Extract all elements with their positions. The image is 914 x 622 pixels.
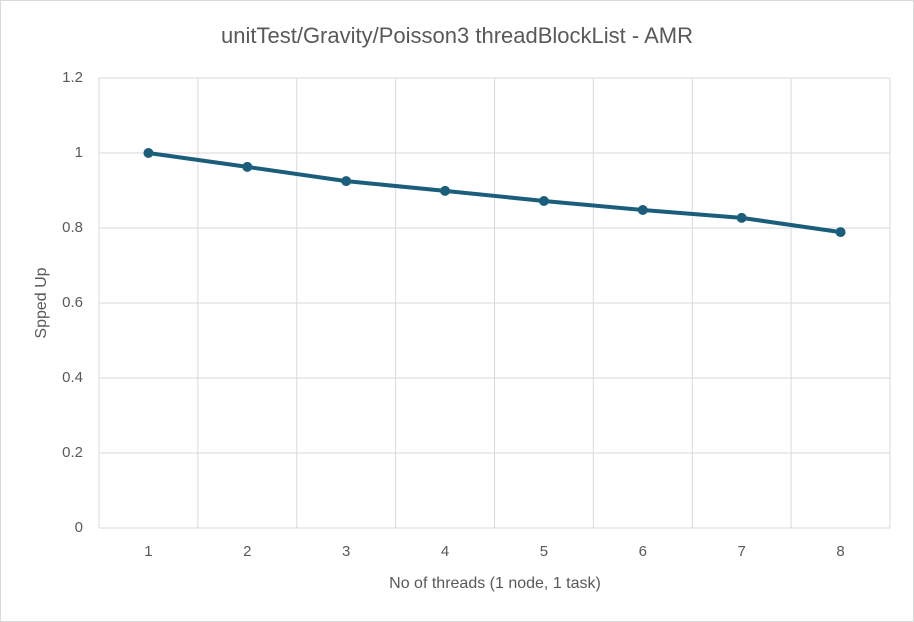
data-point xyxy=(143,148,154,158)
data-point xyxy=(835,227,846,238)
data-point xyxy=(538,196,549,206)
y-tick-label: 1 xyxy=(75,144,83,161)
y-tick-label: 1.2 xyxy=(62,69,83,86)
x-axis-label: No of threads (1 node, 1 task) xyxy=(389,575,601,592)
x-tick-label: 3 xyxy=(342,543,350,560)
y-axis-label: Spped Up xyxy=(33,267,50,338)
data-point xyxy=(341,176,352,187)
data-point xyxy=(637,205,648,215)
x-tick-label: 5 xyxy=(540,543,548,560)
data-point xyxy=(242,161,253,172)
y-tick-label: 0 xyxy=(75,519,83,536)
x-tick-label: 4 xyxy=(441,543,449,560)
y-tick-label: 0.6 xyxy=(62,294,83,311)
series-line xyxy=(148,151,841,235)
y-tick-label: 0.4 xyxy=(62,369,83,386)
data-point xyxy=(736,212,747,223)
x-tick-label: 8 xyxy=(836,543,844,560)
data-point xyxy=(440,185,451,196)
x-tick-label: 7 xyxy=(738,543,746,560)
x-tick-label: 6 xyxy=(639,543,647,560)
x-tick-label: 2 xyxy=(243,543,251,560)
y-tick-label: 0.8 xyxy=(62,219,83,236)
x-tick-label: 1 xyxy=(144,543,152,560)
y-tick-label: 0.2 xyxy=(62,444,83,461)
chart-title: unitTest/Gravity/Poisson3 threadBlockLis… xyxy=(221,23,693,48)
